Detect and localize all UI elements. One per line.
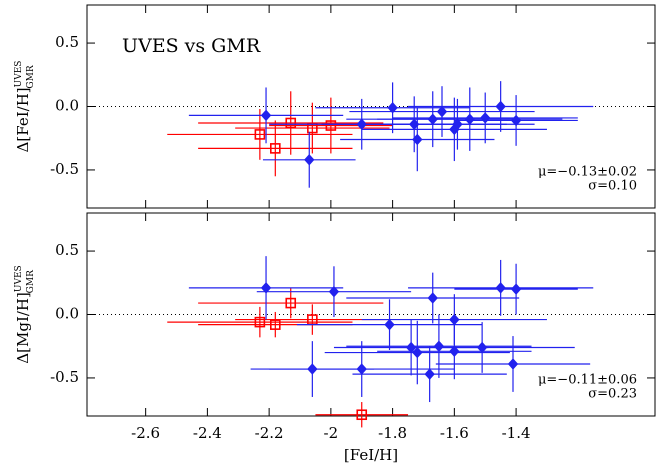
marker xyxy=(433,340,445,352)
x-tick-label: -1.8 xyxy=(378,424,407,442)
y-tick-label: -0.5 xyxy=(50,160,79,178)
chart-title: UVES vs GMR xyxy=(122,35,261,57)
marker xyxy=(304,154,315,166)
marker xyxy=(285,297,297,309)
y-tick-label: 0.0 xyxy=(55,97,79,115)
x-axis-label: [FeI/H] xyxy=(344,446,398,464)
marker xyxy=(452,118,463,131)
marker xyxy=(476,341,488,354)
x-tick-label: -2.2 xyxy=(255,424,284,442)
marker xyxy=(424,368,435,380)
marker xyxy=(510,283,522,295)
marker xyxy=(260,282,272,294)
x-tick-label: -2.6 xyxy=(131,424,160,442)
annotation: μ=−0.13±0.02 xyxy=(538,165,637,180)
marker xyxy=(449,313,460,326)
marker xyxy=(510,114,522,127)
marker xyxy=(325,120,337,131)
marker xyxy=(260,109,272,122)
annotation: σ=0.10 xyxy=(588,179,637,194)
marker xyxy=(254,129,266,140)
x-tick-label: -2.4 xyxy=(193,424,222,442)
marker xyxy=(427,292,438,304)
y-label-sub: GMR xyxy=(26,270,36,293)
marker xyxy=(495,100,506,113)
marker xyxy=(495,282,506,294)
x-tick-label: -2 xyxy=(324,424,339,442)
marker xyxy=(356,409,368,421)
marker xyxy=(254,316,266,328)
y-label-main: Δ[FeI/H] xyxy=(14,87,32,152)
y-tick-label: 0.0 xyxy=(55,305,79,323)
marker xyxy=(480,112,491,124)
marker xyxy=(307,122,318,134)
y-tick-label: 0.5 xyxy=(55,33,79,51)
y-tick-label: -0.5 xyxy=(50,368,79,386)
y-label-sub: GMR xyxy=(26,65,36,88)
y-label-sup: UVES xyxy=(14,265,24,292)
marker xyxy=(384,318,395,331)
marker xyxy=(464,113,475,125)
marker xyxy=(507,358,519,370)
marker xyxy=(436,105,448,118)
x-tick-label: -1.6 xyxy=(440,424,469,442)
x-tick-label: -1.4 xyxy=(502,424,531,442)
y-label-main: Δ[MgI/H] xyxy=(14,292,32,364)
y-label-sup: UVES xyxy=(14,61,24,88)
y-axis-label: Δ[FeI/H]UVES GMR xyxy=(14,61,36,153)
marker xyxy=(270,143,281,154)
y-tick-label: 0.5 xyxy=(55,241,79,259)
y-axis-label: Δ[MgI/H]UVES GMR xyxy=(14,265,36,363)
marker xyxy=(356,363,367,375)
annotation: σ=0.23 xyxy=(588,387,637,402)
marker xyxy=(449,345,460,358)
marker xyxy=(387,102,398,114)
marker xyxy=(412,133,423,146)
marker xyxy=(328,285,340,298)
annotation: μ=−0.11±0.06 xyxy=(538,373,637,388)
